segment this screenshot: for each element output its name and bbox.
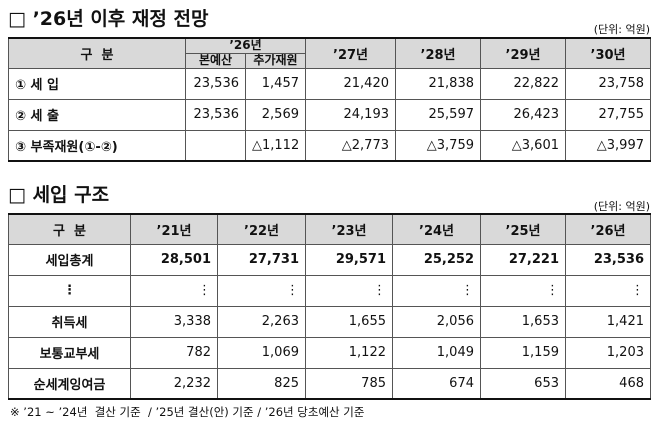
unit: (단위: 억원) xyxy=(593,200,650,213)
table-cell: 26,423 xyxy=(480,98,566,131)
table-row: ① 세 입 23,536 1,457 21,420 21,838 22,822 23,758 xyxy=(8,67,651,100)
table-cell: 674 xyxy=(392,367,481,400)
table-cell: ’28년 xyxy=(395,37,481,69)
table-cell: 보통교부세 xyxy=(8,336,131,369)
table-cell: △3,601 xyxy=(480,129,566,162)
table-row: 순세계잉여금 2,232 825 785 674 653 468 xyxy=(8,367,651,400)
table-cell: ⋮ xyxy=(8,274,131,307)
table-cell: ② 세 출 xyxy=(8,98,186,131)
table-cell: 1,203 xyxy=(565,336,651,369)
table-cell: 21,838 xyxy=(395,67,481,100)
table-cell: ’25년 xyxy=(480,213,566,245)
table-cell: ’22년 xyxy=(217,213,306,245)
table-cell: 22,822 xyxy=(480,67,566,100)
table-cell: 순세계잉여금 xyxy=(8,367,131,400)
table-cell: 25,597 xyxy=(395,98,481,131)
table-cell: ’21년 xyxy=(130,213,218,245)
table-row: ② 세 출 23,536 2,569 24,193 25,597 26,423 27,755 xyxy=(8,98,651,131)
table-cell: 23,536 xyxy=(565,243,651,276)
table-cell: ’23년 xyxy=(305,213,393,245)
table-cell: ’26년 xyxy=(185,37,306,54)
table-cell: 468 xyxy=(565,367,651,400)
table-cell: 653 xyxy=(480,367,566,400)
table-cell: 2,232 xyxy=(130,367,218,400)
table-cell: △1,112 xyxy=(245,129,306,162)
table-cell: 29,571 xyxy=(305,243,393,276)
table-cell: △3,759 xyxy=(395,129,481,162)
table-cell: 추가재원 xyxy=(245,52,306,69)
table-cell: ⋮ xyxy=(217,274,306,307)
table-cell: ⋮ xyxy=(305,274,393,307)
table-cell: 782 xyxy=(130,336,218,369)
table-cell: 23,536 xyxy=(185,67,246,100)
table-cell: 24,193 xyxy=(305,98,396,131)
table-cell: 1,655 xyxy=(305,305,393,338)
table-cell: 785 xyxy=(305,367,393,400)
table-cell: ’26년 xyxy=(565,213,651,245)
table-row: 본예산 추가재원 xyxy=(9,52,651,69)
table-cell: 세입총계 xyxy=(8,243,131,276)
table-row: 세입총계 28,501 27,731 29,571 25,252 27,221 23,536 xyxy=(8,243,651,276)
unit: (단위: 억원) xyxy=(593,23,650,36)
table-cell: 본예산 xyxy=(185,52,246,69)
table-cell: ⋮ xyxy=(392,274,481,307)
table-cell: 25,252 xyxy=(392,243,481,276)
table-cell: ③ 부족재원(①-②) xyxy=(8,129,186,162)
table-cell: 825 xyxy=(217,367,306,400)
table-cell: 2,056 xyxy=(392,305,481,338)
table-cell: 2,569 xyxy=(245,98,306,131)
table-row: ③ 부족재원(①-②) △1,112 △2,773 △3,759 △3,601 △3,99… xyxy=(8,129,651,162)
section-title: □ 세입 구조 xyxy=(8,184,110,206)
table: 구 분 ’26년 ’27년 ’28년 ’29년 ’30년 본예산 추가재원 ① 세 입 23,53… xyxy=(8,37,651,162)
table-cell: 1,049 xyxy=(392,336,481,369)
table-row: 보통교부세 782 1,069 1,122 1,049 1,159 1,203 xyxy=(8,336,651,369)
table-cell: ⋮ xyxy=(130,274,218,307)
table-cell: 23,536 xyxy=(185,98,246,131)
table-cell: 구 분 xyxy=(8,213,131,245)
table-cell: 27,731 xyxy=(217,243,306,276)
table-cell: 취득세 xyxy=(8,305,131,338)
table-cell: 1,069 xyxy=(217,336,306,369)
table-cell: 1,653 xyxy=(480,305,566,338)
table-cell: ① 세 입 xyxy=(8,67,186,100)
table-row: 구 분 ’26년 ’27년 ’28년 ’29년 ’30년 xyxy=(8,37,651,69)
table-cell: 21,420 xyxy=(305,67,396,100)
table-cell: ⋮ xyxy=(565,274,651,307)
table-cell: 28,501 xyxy=(130,243,218,276)
footnote: ※ ’21 ~ ’24년 결산 기준 / ’25년 결산(안) 기준 / ’26… xyxy=(10,405,365,419)
table-cell xyxy=(185,129,246,162)
table-cell: 23,758 xyxy=(565,67,651,100)
table-cell: 1,421 xyxy=(565,305,651,338)
table-row: 취득세 3,338 2,263 1,655 2,056 1,653 1,421 xyxy=(8,305,651,338)
table-cell: 1,457 xyxy=(245,67,306,100)
table-cell: △2,773 xyxy=(305,129,396,162)
table-cell: ’30년 xyxy=(565,37,651,69)
table-cell: ’29년 xyxy=(480,37,566,69)
table-cell: ’24년 xyxy=(392,213,481,245)
table-cell: 1,122 xyxy=(305,336,393,369)
table-cell: 27,755 xyxy=(565,98,651,131)
table-cell: △3,997 xyxy=(565,129,651,162)
table-cell: 27,221 xyxy=(480,243,566,276)
table-row: ⋮ ⋮ ⋮ ⋮ ⋮ ⋮ ⋮ xyxy=(8,274,651,307)
section-title: □ ’26년 이후 재정 전망 xyxy=(8,8,209,30)
table-cell: ’27년 xyxy=(305,37,396,69)
table-cell: 1,159 xyxy=(480,336,566,369)
table: 구 분 ’21년 ’22년 ’23년 ’24년 ’25년 ’26년 세입총계 28,501 27,… xyxy=(8,213,651,400)
table-cell: 3,338 xyxy=(130,305,218,338)
table-row: 구 분 ’21년 ’22년 ’23년 ’24년 ’25년 ’26년 xyxy=(8,213,651,245)
table-cell: 2,263 xyxy=(217,305,306,338)
table-cell: ⋮ xyxy=(480,274,566,307)
table-cell: 구 분 xyxy=(8,37,186,69)
